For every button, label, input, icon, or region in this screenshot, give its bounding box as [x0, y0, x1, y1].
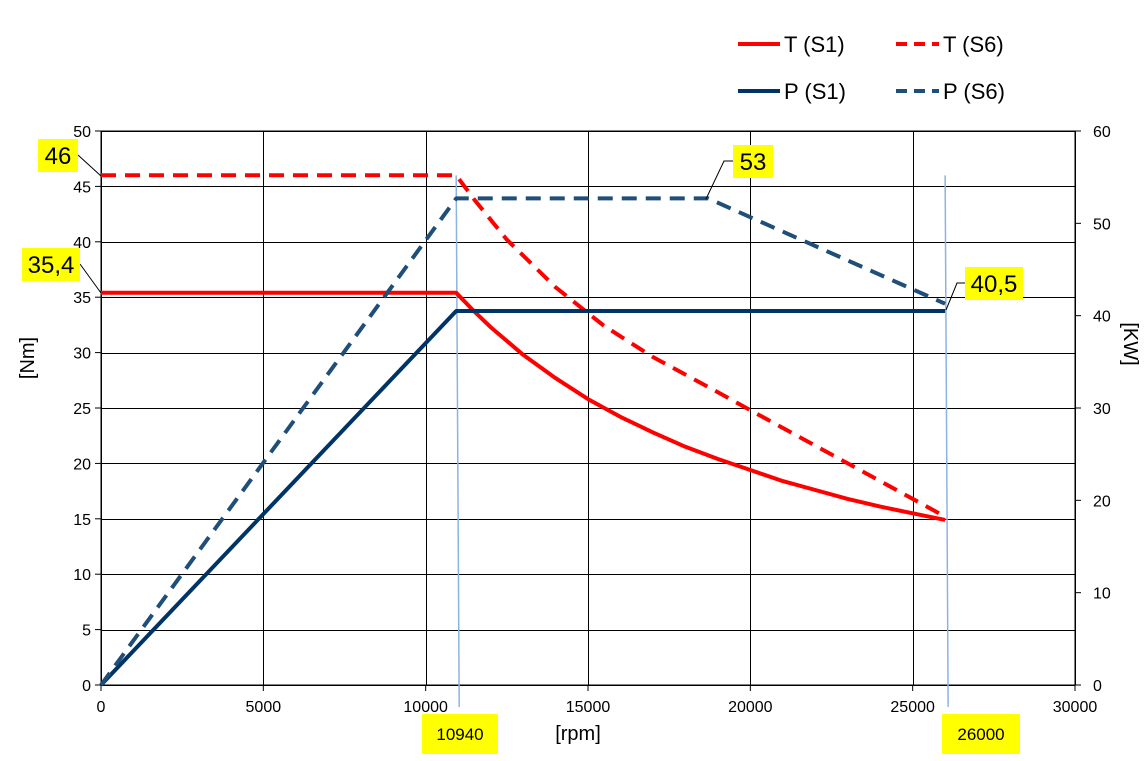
y-tick-label: 35	[73, 290, 91, 307]
y2-tick-label: 20	[1093, 493, 1111, 510]
x-tick-label: 0	[97, 699, 106, 716]
annotation-box	[22, 248, 80, 281]
x-tick-label: 10000	[403, 699, 448, 716]
y2-tick-label: 50	[1093, 216, 1111, 233]
series-line	[101, 290, 946, 522]
grid-lines	[100, 130, 1076, 686]
x-marker-label: 10940	[436, 725, 483, 744]
y2-tick-label: 40	[1093, 309, 1111, 326]
annotation-leader	[77, 154, 102, 177]
y-tick-label: 15	[73, 512, 91, 529]
y-tick-label: 50	[73, 124, 91, 141]
x-marker-box	[942, 714, 1020, 754]
x-axis-label: [rpm]	[555, 723, 601, 745]
legend-label: P (S1)	[784, 79, 846, 104]
x-marker-box	[422, 714, 498, 754]
annotation-leader	[705, 160, 733, 200]
y2-tick-label: 10	[1093, 586, 1111, 603]
x-axis-ticks: 0 5000 10000 15000 20000 25000 30000	[97, 685, 1098, 716]
y2-axis-ticks: 0 10 20 30 40 50 60	[1075, 124, 1111, 695]
y2-axis-label: [KW]	[1119, 322, 1141, 365]
x-tick-label: 30000	[1053, 699, 1098, 716]
y-tick-label: 0	[82, 678, 91, 695]
series-line	[99, 196, 946, 687]
y-tick-label: 40	[73, 235, 91, 252]
y-tick-label: 5	[82, 623, 91, 640]
annotation-box	[38, 139, 78, 172]
x-marker-line	[944, 175, 949, 708]
y-axis-label: [Nm]	[17, 337, 39, 379]
y-tick-label: 30	[73, 346, 91, 363]
y-tick-label: 10	[73, 567, 91, 584]
y2-tick-label: 60	[1093, 124, 1111, 141]
series-line	[99, 309, 946, 687]
series-line	[101, 173, 947, 519]
annotation-label: 40,5	[971, 271, 1018, 298]
annotation-box	[965, 267, 1023, 300]
x-tick-label: 5000	[246, 699, 282, 716]
y-tick-label: 20	[73, 456, 91, 473]
annotation-box	[733, 145, 773, 178]
x-tick-label: 15000	[566, 699, 611, 716]
annotation-label: 46	[45, 143, 72, 170]
x-marker-line	[455, 175, 460, 708]
x-marker-lines	[455, 175, 949, 708]
legend-label: T (S6)	[943, 32, 1004, 57]
annotation-label: 53	[740, 149, 767, 176]
x-marker-label: 26000	[957, 725, 1004, 744]
annotation-leader	[945, 282, 965, 311]
x-tick-label: 25000	[890, 699, 935, 716]
y-tick-label: 45	[73, 179, 91, 196]
legend: T (S1) T (S6) P (S1) P (S6)	[738, 32, 1005, 104]
annotation-label: 35,4	[28, 252, 75, 279]
annotations: 46 35,4 53 40,5 10940 26000	[22, 139, 1023, 754]
legend-label: P (S6)	[943, 79, 1005, 104]
series-lines	[99, 173, 947, 687]
y-axis-ticks: 0 5 10 15 20 25 30 35 40 45 50	[73, 124, 101, 695]
y2-tick-label: 30	[1093, 401, 1111, 418]
legend-label: T (S1)	[784, 32, 845, 57]
x-tick-label: 20000	[728, 699, 773, 716]
y2-tick-label: 0	[1093, 678, 1102, 695]
y-tick-label: 25	[73, 401, 91, 418]
annotation-leader	[79, 263, 102, 294]
